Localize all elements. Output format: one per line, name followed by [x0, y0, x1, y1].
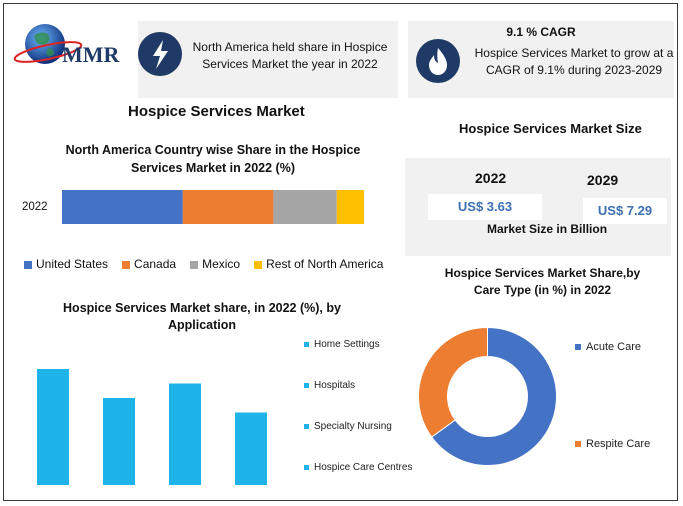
- legend-swatch: [575, 441, 581, 448]
- country-share-title: North America Country wise Share in the …: [65, 143, 361, 175]
- market-size-title: Hospice Services Market Size: [459, 121, 642, 136]
- globe-icon: [13, 24, 83, 64]
- country-share-legend-item: Canada: [122, 257, 176, 271]
- country-share-legend: United States Canada Mexico Rest of North A…: [24, 255, 404, 273]
- cagr-title: 9.1 % CAGR: [506, 25, 576, 39]
- country-share-category-label: 2022: [22, 201, 48, 213]
- infographic-frame: [3, 3, 678, 501]
- legend-swatch: [122, 260, 131, 269]
- flame-icon: [416, 39, 460, 83]
- legend-label: Canada: [134, 257, 177, 271]
- legend-label: Respite Care: [586, 438, 651, 450]
- legend-swatch: [254, 260, 263, 269]
- legend-label: Acute Care: [586, 341, 642, 353]
- application-share-chart: [37, 369, 267, 485]
- care-type-legend-item: Acute Care: [575, 341, 641, 353]
- application-bar-3: [235, 412, 267, 485]
- country-share-segment-1: [182, 190, 274, 224]
- legend-swatch: [24, 260, 32, 269]
- country-share-chart: [62, 190, 364, 224]
- main-title: Hospice Services Market: [128, 103, 305, 120]
- legend-swatch: [304, 382, 309, 388]
- care-type-slice-1: [418, 326, 488, 438]
- legend-label: Specialty Nursing: [314, 421, 392, 432]
- application-legend-item: Hospitals: [304, 380, 355, 391]
- legend-swatch: [304, 423, 309, 429]
- market-size-panel: 2022 2029 US$ 3.63 US$ 7.29 Market Size …: [405, 158, 671, 256]
- legend-swatch: [575, 344, 581, 351]
- year-2022-label: 2022: [475, 170, 507, 186]
- application-bar-1: [103, 398, 135, 485]
- stat-card-cagr: 9.1 % CAGR Hospice Services Market to gr…: [408, 21, 674, 98]
- country-share-legend-item: United States: [24, 257, 108, 271]
- application-bar-2: [169, 383, 201, 485]
- application-legend-item: Specialty Nursing: [304, 421, 392, 432]
- logo-text: MMR: [62, 42, 120, 67]
- country-share-legend-item: Rest of North America: [254, 257, 383, 271]
- mmr-logo: MMR: [12, 18, 132, 78]
- legend-label: Home Settings: [314, 339, 380, 350]
- cagr-text: Hospice Services Market to grow at a CAG…: [474, 46, 674, 77]
- stat-card-share-text: North America held share in Hospice Serv…: [192, 40, 388, 71]
- market-size-caption: Market Size in Billion: [487, 222, 608, 236]
- legend-swatch: [190, 260, 199, 269]
- country-share-segment-2: [273, 190, 337, 224]
- country-share-segment-0: [62, 190, 183, 224]
- application-legend-item: Hospice Care Centres: [304, 462, 412, 473]
- value-2022-pill: US$ 3.63: [428, 194, 542, 220]
- care-type-donut-chart: [418, 326, 557, 466]
- country-share-legend-item: Mexico: [190, 257, 240, 271]
- lightning-icon: [138, 32, 182, 76]
- application-share-title: Hospice Services Market share, in 2022 (…: [63, 301, 341, 332]
- stat-card-share: North America held share in Hospice Serv…: [138, 21, 398, 98]
- legend-swatch: [304, 464, 309, 470]
- care-type-legend-item: Respite Care: [575, 438, 650, 450]
- legend-label: Rest of North America: [266, 257, 384, 271]
- care-type-title: Hospice Services Market Share,by Care Ty…: [444, 266, 641, 297]
- legend-label: Hospice Care Centres: [314, 462, 413, 473]
- value-2029-pill: US$ 7.29: [583, 198, 667, 224]
- legend-label: Hospitals: [314, 380, 356, 391]
- year-2029-label: 2029: [587, 172, 619, 188]
- country-share-segment-3: [336, 190, 364, 224]
- application-legend-item: Home Settings: [304, 339, 380, 350]
- application-bar-0: [37, 369, 69, 485]
- legend-label: Mexico: [202, 257, 241, 271]
- care-type-slice-0: [430, 326, 557, 466]
- legend-swatch: [304, 341, 309, 347]
- legend-label: United States: [36, 257, 109, 271]
